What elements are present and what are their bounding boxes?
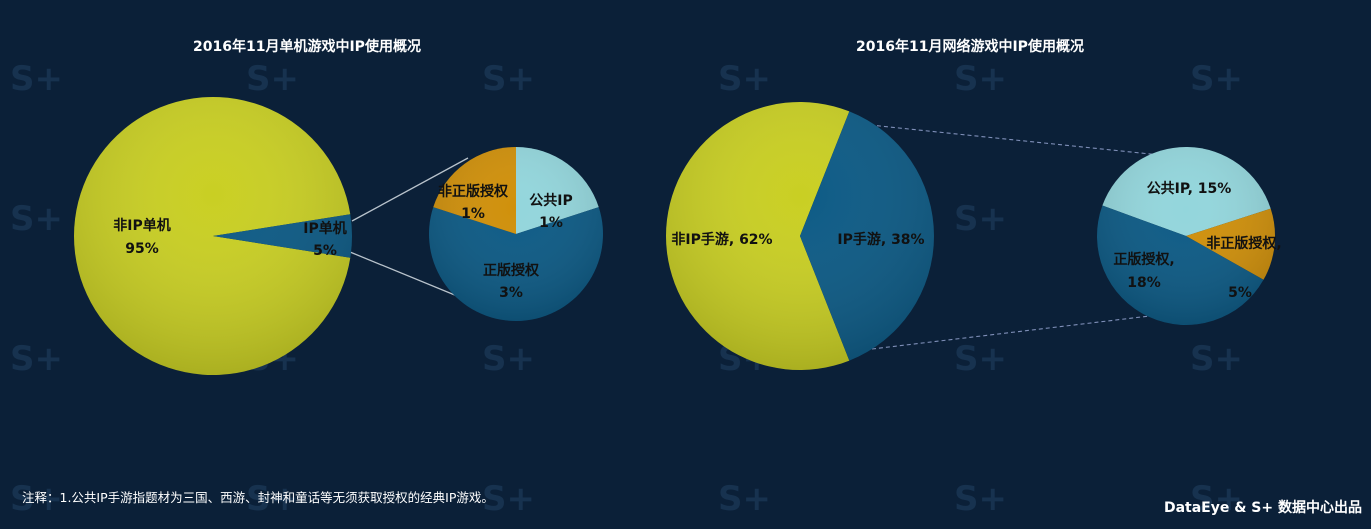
watermark-text: S+ <box>10 339 63 379</box>
chart1-value-public-ip: 1% <box>539 215 563 231</box>
chart2-breakdown-pie <box>1097 147 1275 325</box>
watermark-text: S+ <box>954 479 1007 519</box>
watermark-text: S+ <box>10 59 63 99</box>
chart2-connector-bottom <box>871 314 1159 350</box>
chart1-value-unlicensed: 1% <box>461 206 485 222</box>
chart1-connector-top <box>351 157 469 222</box>
chart2-label-licensed-2: 18% <box>1127 275 1161 291</box>
brand-credit: DataEye & S+ 数据中心出品 <box>1164 499 1362 516</box>
chart1-breakdown-pie <box>428 147 604 322</box>
chart2-title: 2016年11月网络游戏中IP使用概况 <box>856 38 1084 55</box>
watermark-text: S+ <box>246 479 299 519</box>
chart1-label-public-ip: 公共IP <box>529 192 572 209</box>
chart2-main-pie <box>666 101 935 370</box>
watermark-text: S+ <box>482 339 535 379</box>
chart1-label-unlicensed: 非正版授权 <box>438 183 509 200</box>
chart1-title: 2016年11月单机游戏中IP使用概况 <box>193 38 421 55</box>
chart1-value-non-ip-single: 95% <box>125 241 159 257</box>
chart1-breakdown-shading <box>429 147 603 321</box>
chart2-label-ip-mobile: IP手游, 38% <box>837 231 924 248</box>
chart1-value-ip-single: 5% <box>313 243 337 259</box>
chart1-connector-bottom <box>349 251 463 299</box>
watermark-text: S+ <box>10 479 63 519</box>
chart2-label-licensed-1: 正版授权, <box>1113 251 1174 268</box>
watermark-text: S+ <box>1190 479 1243 519</box>
watermark-text: S+ <box>1190 339 1243 379</box>
watermark-text: S+ <box>246 59 299 99</box>
chart1-label-licensed: 正版授权 <box>483 262 540 279</box>
watermark-text: S+ <box>482 59 535 99</box>
chart1-main-shading <box>74 97 352 375</box>
watermark-text: S+ <box>954 339 1007 379</box>
watermark-text: S+ <box>10 199 63 239</box>
footnote: 注释：1.公共IP手游指题材为三国、西游、封神和童话等无须获取授权的经典IP游戏… <box>22 490 494 505</box>
watermark-text: S+ <box>718 59 771 99</box>
chart1-main-pie <box>74 96 353 376</box>
chart2-label-public-ip: 公共IP, 15% <box>1147 180 1232 197</box>
watermark-text: S+ <box>954 59 1007 99</box>
watermark-text: S+ <box>1190 59 1243 99</box>
chart2-main-shading <box>666 102 934 370</box>
chart1-label-non-ip-single: 非IP单机 <box>113 217 170 234</box>
chart2-label-unlicensed-1: 非正版授权, <box>1206 235 1281 252</box>
watermark-text: S+ <box>718 479 771 519</box>
chart1-label-ip-single: IP单机 <box>303 220 346 237</box>
watermark-text: S+ <box>482 479 535 519</box>
watermark-text: S+ <box>954 199 1007 239</box>
chart2-label-non-ip-mobile: 非IP手游, 62% <box>671 231 772 248</box>
chart2-label-unlicensed-2: 5% <box>1228 285 1252 301</box>
chart2-breakdown-shading <box>1097 147 1275 325</box>
chart1-value-licensed: 3% <box>499 285 523 301</box>
